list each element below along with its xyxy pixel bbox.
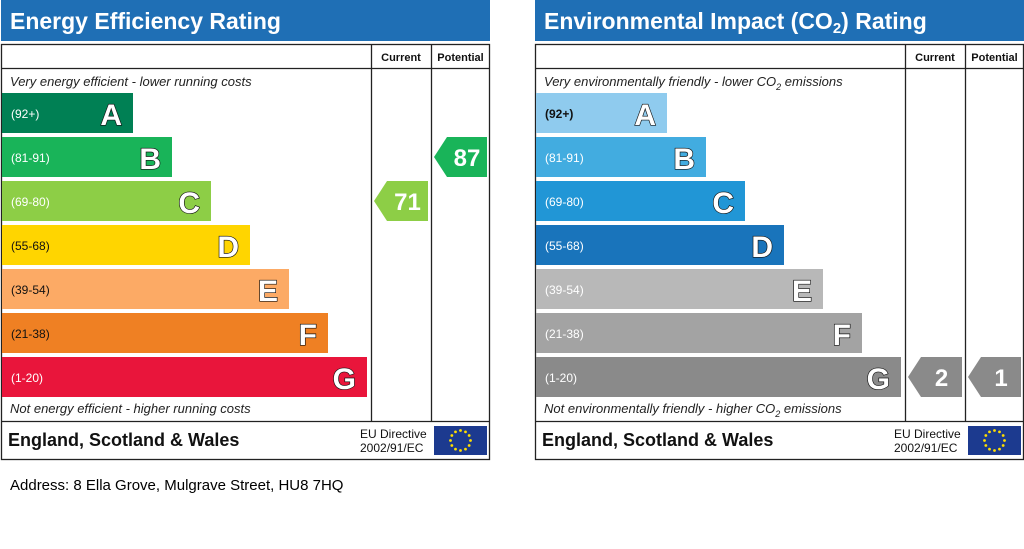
band-letter-d: D [217,231,239,264]
band-d [536,225,784,265]
eu-star-icon [459,449,462,452]
band-letter-e: E [792,275,812,308]
eu-star-icon [459,429,462,432]
band-range-f: (21-38) [11,327,50,341]
chart-header [535,0,1024,41]
band-range-c: (69-80) [545,195,584,209]
band-range-d: (55-68) [545,239,584,253]
epc-charts: Energy Efficiency Rating Current Potential… [0,0,1024,461]
column-header-current: Current [915,52,955,64]
eu-star-icon [467,434,471,437]
band-letter-g: G [333,363,356,396]
footer-directive-line1: EU Directive [360,427,427,441]
eu-star-icon [454,430,457,434]
band-b [2,137,172,177]
eu-star-icon [454,447,457,451]
eu-star-icon [450,434,454,437]
eu-star-icon [467,444,471,447]
bottom-note: Not energy efficient - higher running co… [10,401,251,416]
band-range-g: (1-20) [11,371,43,385]
top-note: Very energy efficient - lower running co… [10,74,252,89]
eu-star-icon [469,439,472,442]
footer-directive-line2: 2002/91/EC [894,441,958,455]
eu-star-icon [984,444,988,447]
current-rating-value: 71 [394,189,421,216]
band-a [2,93,133,133]
band-letter-g: G [867,363,890,396]
column-header-potential: Potential [971,52,1017,64]
chart-frame [0,43,491,461]
top-note: Very environmentally friendly - lower CO… [544,74,843,92]
bottom-note: Not environmentally friendly - higher CO… [544,401,842,419]
band-g [536,357,901,397]
band-range-f: (21-38) [545,327,584,341]
band-letter-a: A [634,99,656,132]
potential-rating-arrow [434,137,487,177]
band-letter-b: B [673,143,695,176]
eu-star-icon [993,429,996,432]
eu-star-icon [1001,434,1005,437]
eu-star-icon [988,430,991,434]
footer-directive-line1: EU Directive [894,427,961,441]
band-e [536,269,823,309]
band-letter-d: D [751,231,773,264]
band-range-d: (55-68) [11,239,50,253]
band-range-a: (92+) [11,107,39,121]
chart-header [1,0,490,41]
property-address: Address: 8 Ella Grove, Mulgrave Street, … [10,477,344,494]
band-d [2,225,250,265]
band-range-e: (39-54) [11,283,50,297]
potential-rating-arrow [968,357,1021,397]
band-f [2,313,328,353]
band-range-b: (81-91) [11,151,50,165]
eu-star-icon [988,447,991,451]
band-letter-f: F [833,319,851,352]
footer-directive-line2: 2002/91/EC [360,441,424,455]
band-letter-b: B [139,143,161,176]
chart-title: Energy Efficiency Rating [10,8,281,34]
eu-star-icon [993,449,996,452]
band-letter-c: C [178,187,200,220]
band-range-a: (92+) [545,107,573,121]
potential-rating-value: 87 [454,145,481,172]
eu-star-icon [983,439,986,442]
potential-rating-value: 1 [994,365,1007,392]
eu-star-icon [464,430,467,434]
eu-star-icon [450,444,454,447]
band-e [2,269,289,309]
rating-chart-1: Energy Efficiency Rating Current Potential… [0,0,491,461]
band-letter-a: A [100,99,122,132]
band-c [2,181,211,221]
current-rating-value: 2 [935,365,948,392]
current-rating-arrow [374,181,428,221]
column-header-current: Current [381,52,421,64]
band-letter-e: E [258,275,278,308]
band-f [536,313,862,353]
eu-star-icon [1003,439,1006,442]
band-c [536,181,745,221]
eu-star-icon [464,447,467,451]
chart-title: Environmental Impact (CO2) Rating [544,8,927,37]
eu-star-icon [449,439,452,442]
band-range-e: (39-54) [545,283,584,297]
band-a [536,93,667,133]
band-range-c: (69-80) [11,195,50,209]
footer-region: England, Scotland & Wales [8,430,239,450]
band-range-g: (1-20) [545,371,577,385]
footer-region: England, Scotland & Wales [542,430,773,450]
band-letter-f: F [299,319,317,352]
band-range-b: (81-91) [545,151,584,165]
rating-chart-2: Environmental Impact (CO2) Rating Current… [534,0,1024,461]
band-letter-c: C [712,187,734,220]
eu-star-icon [984,434,988,437]
eu-star-icon [1001,444,1005,447]
current-rating-arrow [908,357,962,397]
band-g [2,357,367,397]
eu-star-icon [998,447,1001,451]
band-b [536,137,706,177]
column-header-potential: Potential [437,52,483,64]
eu-star-icon [998,430,1001,434]
